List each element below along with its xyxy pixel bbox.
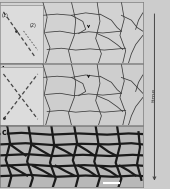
Text: a: a (1, 4, 7, 13)
Text: time: time (152, 87, 157, 102)
Text: b: b (1, 66, 7, 75)
Text: c: c (1, 128, 6, 137)
